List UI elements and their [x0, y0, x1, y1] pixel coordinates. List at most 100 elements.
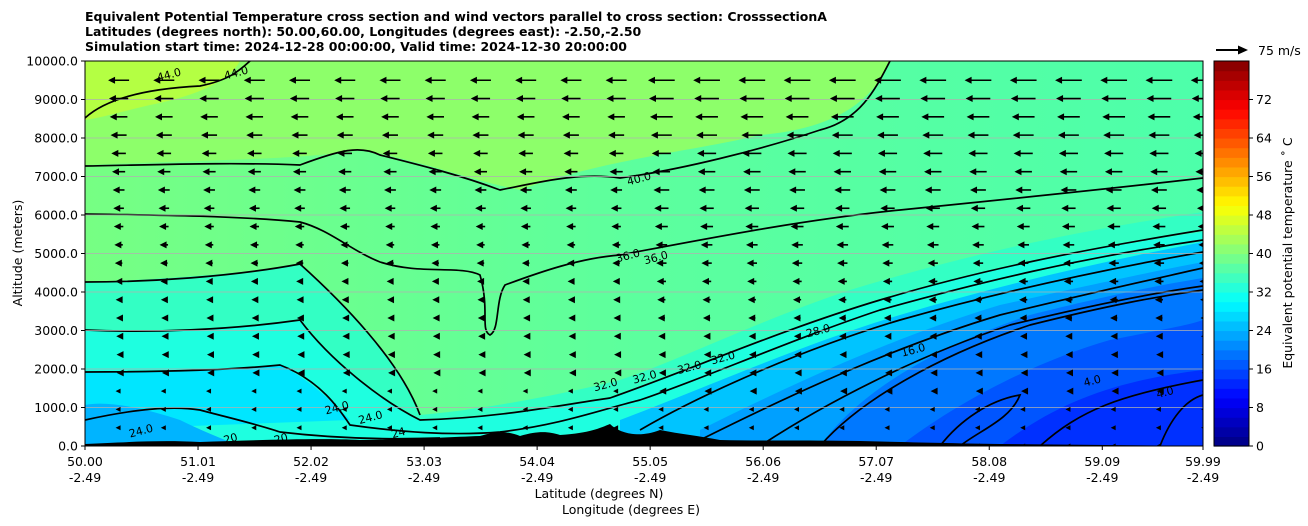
x-tick-label-lon: -2.49 [1086, 470, 1118, 485]
wind-vector-arrow-icon [1063, 277, 1071, 285]
wind-vector-arrow-icon [658, 351, 666, 359]
wind-vector-arrow-icon [206, 425, 212, 431]
wind-vector-arrow-icon [342, 369, 350, 377]
wind-vector-arrow-icon [929, 425, 935, 431]
wind-vector-arrow-icon [433, 369, 441, 377]
wind-vector-arrow-icon [478, 332, 486, 340]
wind-vector-arrow-icon [968, 149, 976, 157]
contour-label: 24.0 [357, 408, 384, 427]
x-tick-label-lat: 58.08 [971, 454, 1007, 469]
contour-12 [939, 393, 1022, 446]
wind-vector-arrow-icon [703, 351, 711, 359]
wind-vector-arrow-icon [114, 241, 122, 249]
terrain [85, 424, 1203, 446]
wind-vector-arrow-icon [427, 131, 435, 139]
wind-vector-arrow-icon [1110, 314, 1118, 322]
wind-vector-arrow-icon [1199, 279, 1203, 284]
wind-vector-arrow-icon [292, 168, 300, 176]
contour-label: 44.0 [223, 64, 250, 83]
wind-vector-arrow-icon [794, 351, 802, 359]
wind-vector-arrow-icon [567, 443, 573, 446]
wind-vector-arrow-icon [334, 76, 342, 84]
colorbar-tick-label: 8 [1256, 400, 1264, 415]
wind-vector-arrow-icon [612, 259, 620, 267]
wind-vector-arrow-icon [1150, 186, 1158, 194]
wind-vector-arrow-icon [248, 204, 256, 212]
y-tick-label: 4000.0 [34, 285, 78, 300]
x-tick-label-lon: -2.49 [521, 470, 553, 485]
wind-vector-arrow-icon [654, 223, 662, 231]
wind-vector-arrow-icon [251, 296, 259, 304]
wind-vector-arrow-icon [703, 332, 711, 340]
wind-vector-arrow-icon [561, 95, 569, 103]
wind-vector-arrow-icon [566, 241, 574, 249]
wind-vector-arrow-icon [473, 168, 481, 176]
wind-vector-arrow-icon [111, 149, 119, 157]
wind-vector-arrow-icon [1192, 113, 1200, 121]
wind-vector-arrow-icon [1110, 351, 1118, 359]
colorbar-segment [1214, 186, 1249, 197]
wind-vector-arrow-icon [838, 296, 846, 304]
wind-vector-arrow-icon [477, 296, 485, 304]
wind-vector-arrow-icon [113, 223, 121, 231]
wind-vector-arrow-icon [478, 351, 486, 359]
wind-vector-arrow-icon [833, 168, 841, 176]
wind-vector-arrow-icon [1109, 296, 1117, 304]
wind-vector-arrow-icon [1148, 131, 1156, 139]
wind-vector-arrow-icon [1065, 406, 1071, 412]
wind-vector-arrow-icon [653, 186, 661, 194]
wind-vector-arrow-icon [341, 388, 347, 394]
wind-vector-arrow-icon [295, 259, 303, 267]
wind-vector-arrow-icon [1065, 332, 1073, 340]
colorbar: 0 8 16 24 32 40 48 56 64 72 [1214, 61, 1272, 454]
wind-vector-arrow-icon [562, 131, 570, 139]
wind-vector-arrow-icon [839, 369, 847, 377]
wind-vector-arrow-icon [702, 314, 710, 322]
wind-vector-arrow-icon [784, 95, 792, 103]
wind-vector-arrow-icon [1110, 443, 1116, 446]
wind-vector-arrow-icon [1013, 149, 1021, 157]
wind-vector-arrow-icon [567, 296, 575, 304]
wind-vector-arrow-icon [1059, 168, 1067, 176]
wind-vector-arrow-icon [381, 131, 389, 139]
colorbar-segment [1214, 118, 1249, 129]
wind-vector-arrow-icon [930, 369, 938, 377]
wind-vector-arrow-icon [342, 351, 350, 359]
x-tick-label-lat: 59.09 [1084, 454, 1120, 469]
wind-vector-arrow-icon [704, 387, 712, 395]
wind-vector-arrow-icon [292, 149, 300, 157]
colorbar-segment [1214, 359, 1249, 370]
x-tick-label-lat: 59.99 [1185, 454, 1221, 469]
wind-vector-arrow-icon [341, 296, 349, 304]
y-tick-label: 3000.0 [34, 323, 78, 338]
wind-vector-arrow-icon [251, 314, 259, 322]
wind-vector-arrow-icon [518, 149, 526, 157]
wind-vector-arrow-icon [430, 223, 438, 231]
wind-vector-arrow-icon [199, 95, 207, 103]
wind-vector-arrow-icon [288, 76, 296, 84]
wind-vector-arrow-icon [839, 351, 847, 359]
wind-vector-arrow-icon [252, 351, 260, 359]
wind-vector-arrow-icon [1111, 387, 1119, 395]
wind-vector-arrow-icon [473, 149, 481, 157]
contour-label: 4.0 [1155, 384, 1175, 401]
wind-vector-arrow-icon [605, 76, 613, 84]
region-4-8 [1000, 370, 1203, 446]
wind-vector-arrow-icon [115, 443, 121, 446]
colorbar-segment [1214, 80, 1249, 91]
wind-vector-arrow-icon [297, 332, 305, 340]
x-axis: 50.00-2.4951.01-2.4952.02-2.4953.03-2.49… [67, 446, 1221, 485]
wind-vector-arrow-icon [1019, 296, 1027, 304]
y-tick-label: 8000.0 [34, 131, 78, 146]
wind-vector-arrow-icon [432, 388, 438, 394]
wind-vector-arrow-icon [699, 204, 707, 212]
wind-vector-arrow-icon [387, 296, 395, 304]
wind-vector-arrow-icon [794, 369, 802, 377]
wind-vector-arrow-icon [424, 76, 432, 84]
wind-vector-arrow-icon [160, 296, 168, 304]
wind-vector-arrow-icon [749, 387, 757, 395]
wind-vector-arrow-icon [1011, 113, 1019, 121]
wind-vector-arrow-icon [834, 186, 842, 194]
wind-vector-arrow-icon [874, 76, 882, 84]
wind-vector-arrow-icon [658, 443, 664, 446]
